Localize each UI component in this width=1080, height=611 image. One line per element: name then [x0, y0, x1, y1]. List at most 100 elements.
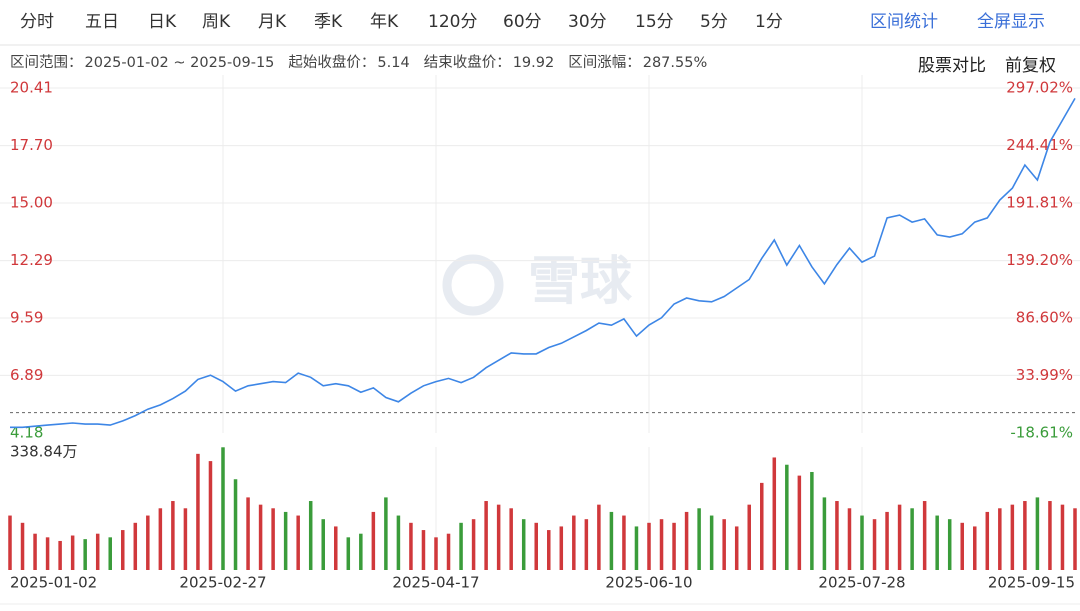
volume-bar: [58, 540, 62, 570]
volume-bar: [45, 537, 50, 570]
volume-bar: [835, 501, 839, 570]
volume-bar: [296, 515, 300, 570]
volume-bar: [133, 522, 138, 570]
volume-bar: [1010, 504, 1015, 570]
period-tab[interactable]: 日K: [148, 12, 177, 32]
volume-bar: [534, 522, 538, 570]
y2-tick-label: 33.99%: [1016, 366, 1073, 384]
volume-bar: [371, 511, 376, 570]
toolbar-action[interactable]: 区间统计: [870, 12, 938, 32]
volume-bar: [659, 519, 664, 570]
volume-bar: [947, 519, 952, 570]
volume-bar: [1048, 501, 1052, 570]
volume-bar: [196, 453, 200, 570]
volume-bar: [496, 504, 501, 570]
period-tab[interactable]: 五日: [85, 12, 119, 32]
volume-bar: [922, 501, 927, 570]
period-tab[interactable]: 5分: [700, 12, 728, 32]
volume-bar: [772, 457, 777, 570]
info-text: 区间范围：: [10, 54, 83, 71]
volume-bar: [258, 504, 263, 570]
volume-bar: [8, 515, 12, 570]
volume-tick-label: 338.84万: [10, 443, 78, 461]
info-text: 19.92: [513, 55, 555, 71]
volume-bar: [146, 515, 150, 570]
volume-bar: [384, 497, 388, 570]
volume-bar: [459, 522, 463, 570]
volume-bar: [1023, 501, 1027, 570]
watermark: 雪球: [528, 252, 633, 312]
toolbar-action[interactable]: 全屏显示: [977, 12, 1045, 32]
volume-bar: [722, 519, 726, 570]
volume-bar: [672, 522, 676, 570]
volume-bar: [346, 537, 351, 570]
volume-bar: [108, 537, 112, 570]
x-tick-label: 2025-07-28: [818, 574, 905, 592]
y2-tick-label: 139.20%: [1006, 251, 1073, 269]
x-tick-label: 2025-09-15: [988, 574, 1075, 592]
period-tab[interactable]: 120分: [428, 12, 477, 32]
period-tab[interactable]: 60分: [503, 12, 542, 32]
volume-bar: [559, 526, 564, 570]
period-tab[interactable]: 月K: [258, 12, 287, 32]
period-tab[interactable]: 周K: [202, 12, 231, 32]
volume-bar: [897, 504, 902, 570]
volume-bar: [158, 508, 163, 570]
volume-bar: [446, 533, 451, 570]
y-tick-label: 12.29: [10, 251, 53, 269]
volume-bar: [233, 479, 238, 570]
x-tick-label: 2025-01-02: [10, 574, 97, 592]
volume-bar: [1060, 504, 1065, 570]
period-tab[interactable]: 分时: [20, 12, 54, 32]
volume-bar: [734, 526, 739, 570]
period-tab[interactable]: 1分: [755, 12, 783, 32]
y2-tick-label: 297.02%: [1006, 79, 1073, 97]
price-line: [10, 98, 1076, 429]
adjust-button[interactable]: 前复权: [1005, 56, 1056, 76]
volume-bar: [609, 511, 614, 570]
period-tab[interactable]: 年K: [370, 12, 399, 32]
info-text: 287.55%: [643, 55, 708, 71]
y2-tick-label: 86.60%: [1016, 309, 1073, 327]
y2-tick-label: 191.81%: [1006, 194, 1073, 212]
volume-bar: [359, 533, 363, 570]
volume-bar: [810, 471, 814, 570]
volume-bar: [960, 522, 964, 570]
volume-bar: [847, 508, 852, 570]
volume-bar: [70, 535, 75, 570]
volume-bar: [221, 447, 225, 570]
volume-bar: [308, 501, 313, 570]
volume-bar: [20, 522, 25, 570]
volume-bar: [872, 519, 877, 570]
volume-bar: [33, 533, 37, 570]
volume-bar: [321, 519, 325, 570]
volume-bar: [760, 482, 764, 570]
volume-bar: [208, 461, 213, 570]
compare-button[interactable]: 股票对比: [918, 56, 986, 76]
period-tab[interactable]: 季K: [314, 12, 343, 32]
y-tick-label: 15.00: [10, 194, 53, 212]
volume-bar: [183, 508, 188, 570]
volume-bar: [334, 526, 338, 570]
volume-bar: [597, 504, 601, 570]
volume-bar: [998, 508, 1002, 570]
y-tick-label: 9.59: [10, 309, 43, 327]
x-tick-label: 2025-06-10: [605, 574, 692, 592]
info-text: 2025-01-02 ~ 2025-09-15: [85, 55, 275, 71]
x-tick-label: 2025-04-17: [392, 574, 479, 592]
volume-bar: [283, 511, 288, 570]
volume-bar: [797, 475, 802, 570]
y2-tick-label: 244.41%: [1006, 136, 1073, 154]
info-text: 区间涨幅：: [568, 54, 641, 71]
volume-bar: [885, 511, 889, 570]
volume-bar: [171, 501, 175, 570]
volume-bar: [83, 539, 87, 570]
volume-bar: [521, 519, 526, 570]
period-tab[interactable]: 30分: [568, 12, 607, 32]
info-text: 起始收盘价：: [288, 53, 375, 71]
volume-bar: [584, 519, 589, 570]
volume-bar: [509, 508, 513, 570]
volume-bar: [622, 515, 626, 570]
period-tab[interactable]: 15分: [635, 12, 674, 32]
